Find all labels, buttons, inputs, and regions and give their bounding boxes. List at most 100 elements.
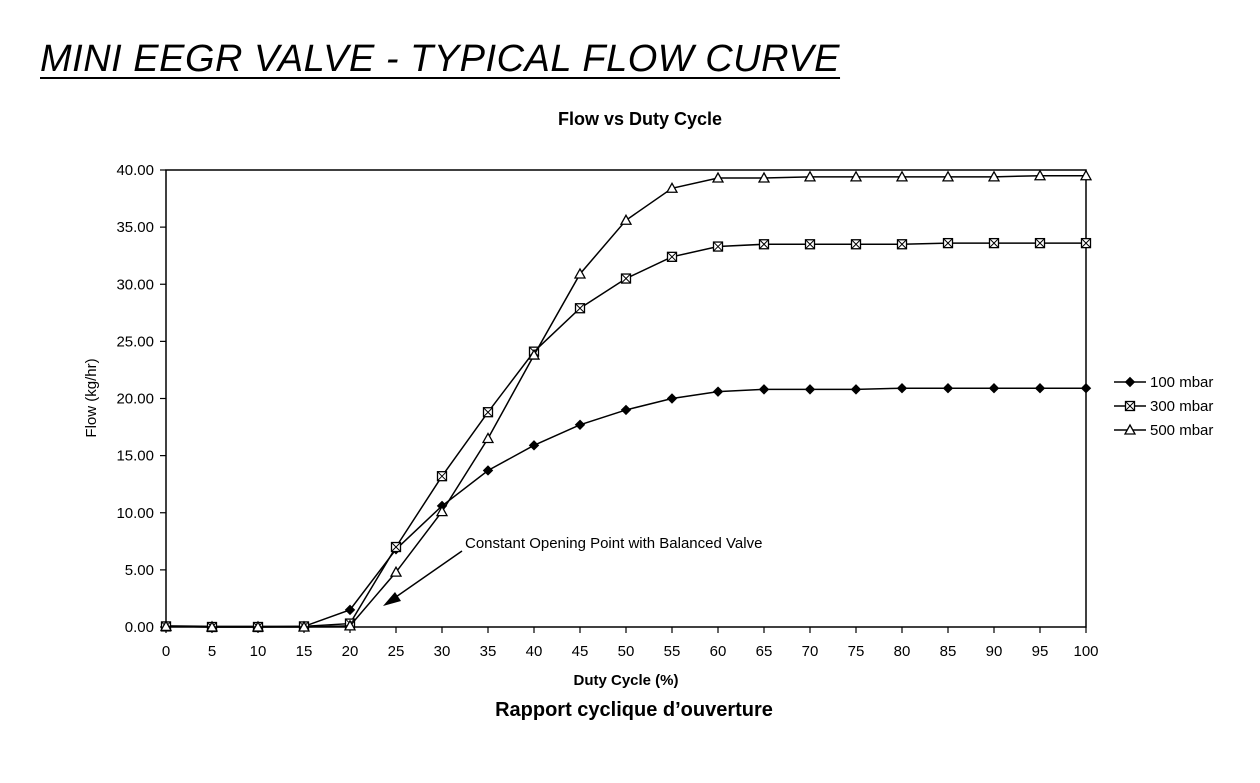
x-tick-label: 50 bbox=[618, 643, 635, 660]
x-tick-label: 55 bbox=[664, 643, 681, 660]
y-tick-label: 15.00 bbox=[116, 448, 154, 465]
data-point bbox=[251, 620, 265, 632]
data-point bbox=[1080, 383, 1092, 394]
y-axis-label: Flow (kg/hr) bbox=[83, 358, 100, 437]
data-point bbox=[205, 620, 219, 632]
x-tick-label: 10 bbox=[250, 643, 267, 660]
x-tick-label: 95 bbox=[1032, 643, 1049, 660]
legend-marker bbox=[1124, 400, 1136, 412]
series-line bbox=[165, 242, 1086, 628]
data-point bbox=[343, 619, 357, 631]
series-layer bbox=[159, 169, 1093, 633]
y-tick-label: 35.00 bbox=[116, 219, 154, 236]
data-point bbox=[988, 237, 1000, 249]
data-point bbox=[528, 440, 540, 451]
data-point bbox=[390, 541, 402, 553]
data-point bbox=[389, 565, 403, 577]
data-point bbox=[988, 383, 1000, 394]
data-point bbox=[666, 251, 678, 262]
x-tick-label: 0 bbox=[162, 643, 170, 660]
data-point bbox=[896, 239, 908, 250]
data-point bbox=[159, 620, 173, 632]
data-point bbox=[850, 384, 862, 395]
x-axis-label: Duty Cycle (%) bbox=[573, 672, 678, 689]
data-point bbox=[758, 384, 770, 395]
data-point bbox=[1034, 383, 1046, 394]
data-point bbox=[712, 241, 724, 252]
data-point bbox=[1080, 237, 1092, 249]
data-point bbox=[896, 383, 908, 394]
x-tick-label: 85 bbox=[940, 643, 957, 660]
legend-item: 100 mbar bbox=[1114, 374, 1213, 391]
annotation-arrow bbox=[392, 550, 463, 600]
y-tick-label: 0.00 bbox=[125, 619, 154, 636]
data-point bbox=[573, 267, 587, 279]
y-tick-label: 20.00 bbox=[116, 391, 154, 408]
legend-item: 300 mbar bbox=[1114, 398, 1213, 415]
chart-title: Flow vs Duty Cycle bbox=[558, 109, 722, 129]
data-point bbox=[666, 393, 678, 404]
y-tick-label: 5.00 bbox=[125, 562, 154, 579]
data-point bbox=[803, 170, 817, 182]
data-point bbox=[804, 384, 816, 395]
data-point bbox=[757, 171, 771, 183]
data-point bbox=[942, 383, 954, 394]
x-tick-label: 35 bbox=[480, 643, 497, 660]
x-tick-label: 45 bbox=[572, 643, 589, 660]
data-point bbox=[435, 505, 449, 517]
data-point bbox=[711, 171, 725, 183]
data-point bbox=[482, 407, 494, 418]
data-point bbox=[987, 170, 1001, 182]
data-point bbox=[1033, 169, 1047, 181]
data-point bbox=[665, 181, 679, 193]
data-point bbox=[527, 348, 541, 360]
series-0 bbox=[160, 383, 1092, 632]
x-tick-label: 30 bbox=[434, 643, 451, 660]
data-point bbox=[942, 237, 954, 249]
data-point bbox=[482, 465, 494, 476]
annotation-text: Constant Opening Point with Balanced Val… bbox=[465, 535, 762, 552]
legend-label: 300 mbar bbox=[1150, 398, 1213, 415]
y-tick-label: 25.00 bbox=[116, 333, 154, 350]
y-tick-label: 40.00 bbox=[116, 162, 154, 179]
y-axis: 0.00 5.00 10.00 15.00 20.00 25.00 30.00 35.00 40… bbox=[116, 162, 166, 636]
data-point bbox=[574, 419, 586, 430]
data-point bbox=[481, 432, 495, 444]
data-point bbox=[804, 239, 816, 250]
x-tick-label: 75 bbox=[848, 643, 865, 660]
series-1 bbox=[160, 237, 1092, 633]
x-tick-label: 60 bbox=[710, 643, 727, 660]
data-point bbox=[574, 303, 586, 314]
data-point bbox=[620, 404, 632, 416]
y-tick-label: 30.00 bbox=[116, 276, 154, 293]
y-tick-label: 10.00 bbox=[116, 505, 154, 522]
x-tick-label: 70 bbox=[802, 643, 819, 660]
series-line bbox=[165, 387, 1086, 628]
x-axis: 0 5 10 15 20 25 30 35 40 45 50 55 60 65 70 75 80 85 90 95 10… bbox=[162, 627, 1099, 660]
legend: 100 mbar 300 mbar 500 mbar bbox=[1114, 374, 1213, 439]
legend-marker bbox=[1123, 423, 1137, 435]
legend-item: 500 mbar bbox=[1114, 422, 1213, 439]
data-point bbox=[758, 239, 770, 250]
data-point bbox=[895, 170, 909, 182]
annotation-arrowhead bbox=[383, 592, 401, 606]
legend-marker bbox=[1124, 376, 1136, 388]
data-point bbox=[712, 386, 724, 397]
data-point bbox=[1079, 169, 1093, 181]
data-point bbox=[941, 170, 955, 182]
data-point bbox=[1034, 237, 1046, 249]
chart-subtitle-french: Rapport cyclique d’ouverture bbox=[495, 699, 773, 721]
data-point bbox=[619, 213, 633, 225]
series-2 bbox=[159, 169, 1093, 632]
x-tick-label: 25 bbox=[388, 643, 405, 660]
legend-label: 500 mbar bbox=[1150, 422, 1213, 439]
legend-label: 100 mbar bbox=[1150, 374, 1213, 391]
x-tick-label: 5 bbox=[208, 643, 216, 660]
data-point bbox=[620, 273, 632, 284]
data-point bbox=[297, 620, 311, 632]
x-tick-label: 40 bbox=[526, 643, 543, 660]
document-title: MINI EEGR VALVE - TYPICAL FLOW CURVE bbox=[40, 38, 841, 80]
x-tick-label: 20 bbox=[342, 643, 359, 660]
data-point bbox=[850, 239, 862, 250]
